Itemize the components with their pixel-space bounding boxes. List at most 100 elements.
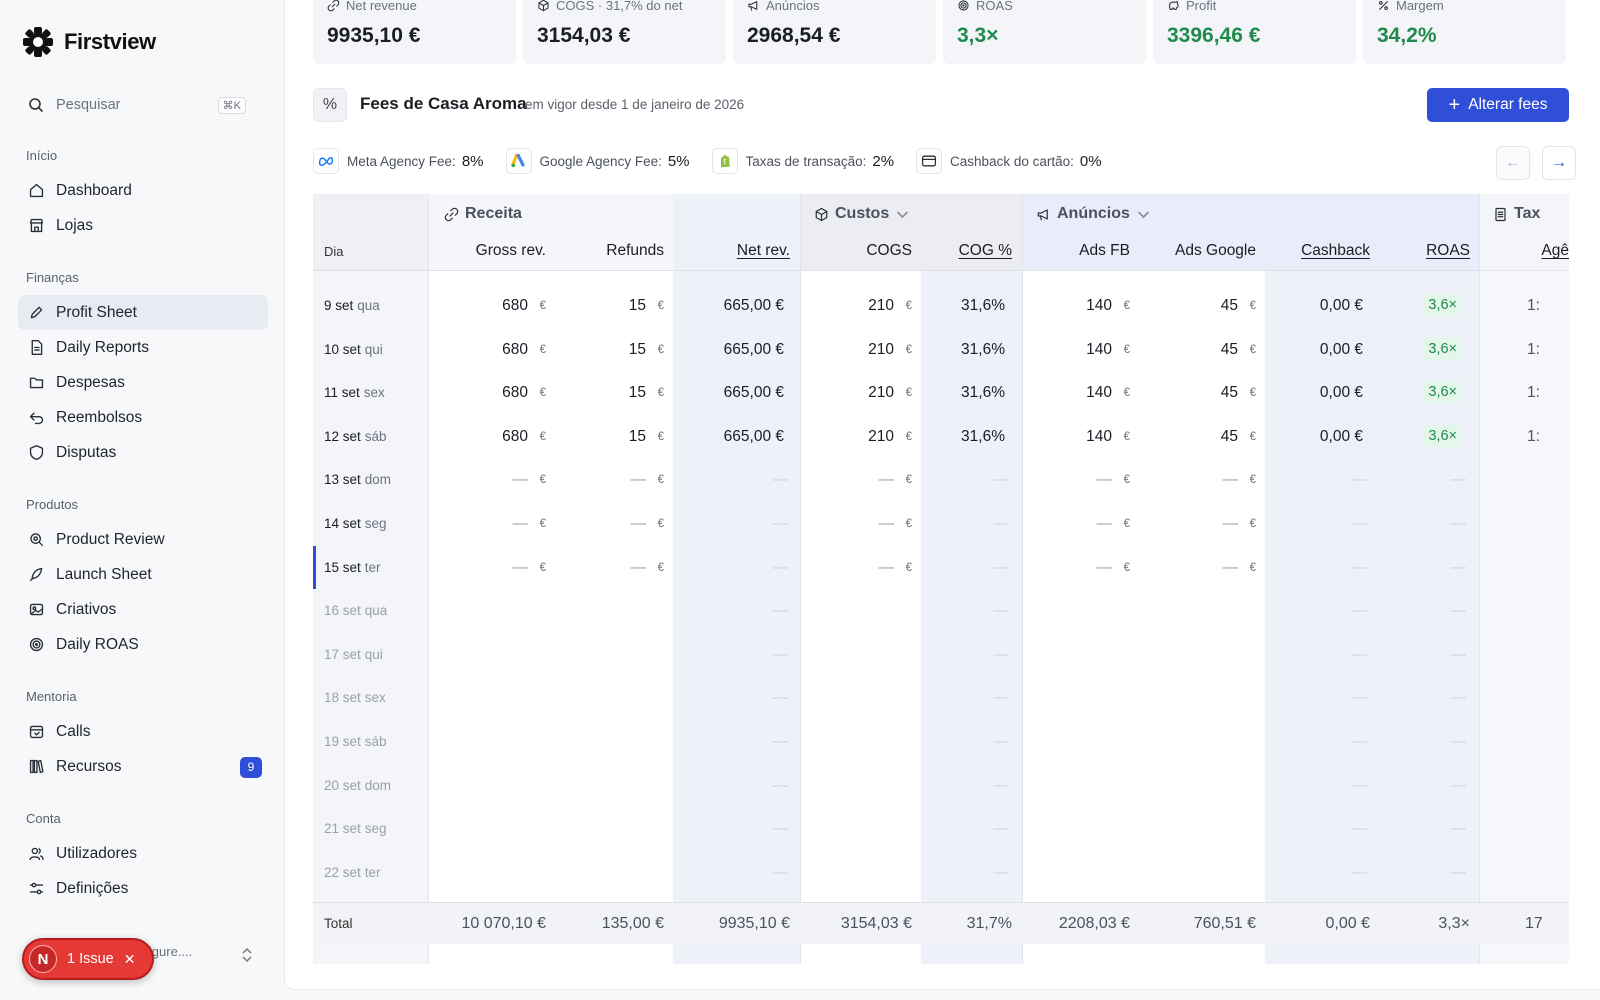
cell-value[interactable]: — [1096, 471, 1113, 489]
cell-value[interactable]: — [630, 471, 647, 489]
scroll-left-button[interactable]: ← [1496, 146, 1530, 180]
cell-value[interactable]: 140 [1086, 384, 1112, 402]
table-row[interactable]: 10 set qui 680 €15 €665,00 €210 €31,6% 140 €45 €… [313, 328, 1569, 372]
table-row[interactable]: 22 set ter — — — — [313, 851, 1569, 895]
row-date: 21 set seg [324, 821, 387, 837]
sidebar-item-dashboard[interactable]: Dashboard [18, 173, 268, 208]
column-header[interactable]: COG % [958, 242, 1012, 259]
table-row[interactable]: 12 set sáb 680 €15 €665,00 €210 €31,6% 140 €45 €… [313, 415, 1569, 459]
table-row[interactable]: 21 set seg — — — — [313, 807, 1569, 851]
table-row[interactable]: 11 set sex 680 €15 €665,00 €210 €31,6% 140 €45 €… [313, 371, 1569, 415]
table-row[interactable]: 20 set dom — — — — [313, 764, 1569, 808]
column-group-custos[interactable]: Custos [814, 205, 910, 223]
sidebar-item-launch-sheet[interactable]: Launch Sheet [18, 557, 268, 592]
cell-value[interactable]: 210 [868, 384, 894, 402]
cell-value[interactable]: 45 [1220, 297, 1238, 314]
search-input[interactable]: Pesquisar ⌘K [18, 88, 256, 122]
sidebar-item-utilizadores[interactable]: Utilizadores [18, 836, 268, 871]
cell-value[interactable]: 15 [628, 427, 646, 445]
cell-value[interactable]: — [1222, 558, 1239, 576]
cell-value[interactable]: 210 [868, 297, 894, 314]
cell-value[interactable]: 680 [502, 427, 528, 445]
total-value: 135,00 € [601, 915, 664, 932]
cell-value[interactable]: — [878, 558, 895, 576]
cell-value[interactable]: 140 [1086, 427, 1112, 445]
chevron-updown-icon[interactable] [240, 946, 254, 964]
kpi-row: Net revenue 9935,10 € COGS · 31,7% do ne… [313, 0, 1566, 64]
chevron-down-icon[interactable] [1136, 207, 1151, 222]
column-header[interactable]: Ads FB [1079, 242, 1130, 259]
issue-indicator[interactable]: N 1 Issue ✕ [22, 938, 154, 980]
sidebar-item-calls[interactable]: Calls [18, 714, 268, 749]
brand-logo[interactable]: Firstview [22, 26, 156, 58]
cell-value[interactable]: — [512, 515, 529, 532]
column-header[interactable]: COGS [866, 242, 912, 259]
cell-value[interactable]: — [1096, 515, 1113, 532]
sidebar-item-defini-es[interactable]: Definições [18, 871, 268, 906]
table-row[interactable]: 17 set qui — — — — [313, 633, 1569, 677]
sidebar-item-recursos[interactable]: Recursos 9 [18, 749, 268, 784]
column-header[interactable]: ROAS [1426, 242, 1470, 259]
cell-value[interactable]: 15 [628, 340, 646, 358]
column-header[interactable]: Net rev. [736, 242, 790, 259]
table-row[interactable]: 19 set sáb — — — — [313, 720, 1569, 764]
cell-value[interactable]: — [630, 558, 647, 576]
close-icon[interactable]: ✕ [123, 950, 136, 967]
column-group-tax[interactable]: Tax [1493, 205, 1540, 223]
alter-fees-button[interactable]: + Alterar fees [1427, 88, 1569, 122]
column-header[interactable]: Agê [1541, 242, 1569, 259]
cell-value[interactable]: — [1096, 558, 1113, 576]
fee-chips: Meta Agency Fee: 8% Google Agency Fee: 5… [313, 148, 1124, 174]
fees-header: % Fees de Casa Aroma em vigor desde 1 de… [313, 88, 1569, 122]
cell-value[interactable]: — [512, 558, 529, 576]
sidebar-item-criativos[interactable]: Criativos [18, 592, 268, 627]
cell-value[interactable]: 140 [1086, 297, 1112, 314]
table-row[interactable]: 18 set sex — — — — [313, 676, 1569, 720]
table-row[interactable]: 14 set seg — € — € — — € — — € — € — — [324, 515, 1466, 532]
cell-value: 31,6% [961, 384, 1005, 402]
table-row[interactable]: 9 set qua 680 €15 €665,00 €210 €31,6% 140 €45 €0… [313, 284, 1569, 328]
column-header[interactable]: Ads Google [1175, 242, 1256, 259]
cell-value[interactable]: 15 [628, 384, 646, 402]
kpi-value: 9935,10 € [327, 24, 421, 47]
table-row[interactable]: 13 set dom — € — € — — € — — € — € — — [324, 471, 1466, 489]
sidebar-item-product-review[interactable]: Product Review [18, 522, 268, 557]
table-row[interactable]: 15 set ter — € — € — — € — — € — € — — [324, 558, 1466, 576]
chevron-down-icon[interactable] [895, 207, 910, 222]
cell-value[interactable]: 15 [628, 297, 646, 314]
sidebar-item-disputas[interactable]: Disputas [18, 435, 268, 470]
cell-value[interactable]: — [878, 471, 895, 489]
cell-value[interactable]: 140 [1086, 340, 1112, 358]
kpi-card-net-revenue: Net revenue 9935,10 € [313, 0, 516, 64]
cell-value[interactable]: 680 [502, 384, 528, 402]
sidebar-item-reembolsos[interactable]: Reembolsos [18, 400, 268, 435]
scroll-right-button[interactable]: → [1542, 146, 1576, 180]
sliders-icon [29, 882, 44, 895]
sidebar-item-daily-roas[interactable]: Daily ROAS [18, 627, 268, 662]
cell-value[interactable]: 210 [868, 340, 894, 358]
cell-value[interactable]: 45 [1220, 340, 1238, 358]
sidebar-item-profit-sheet[interactable]: Profit Sheet [18, 295, 268, 330]
column-group-anúncios[interactable]: Anúncios [1036, 205, 1151, 223]
column-header[interactable]: Cashback [1301, 242, 1370, 259]
cell-value[interactable]: — [1222, 515, 1239, 532]
megaphone-icon [748, 1, 758, 11]
cell-value[interactable]: 45 [1220, 384, 1238, 402]
cell-value[interactable]: — [512, 471, 529, 489]
pencil-icon [30, 306, 43, 319]
cell-value[interactable]: 45 [1220, 427, 1238, 445]
table-row[interactable]: 16 set qua — — — — [313, 589, 1569, 633]
cell-value[interactable]: — [630, 515, 647, 532]
sidebar-item-lojas[interactable]: Lojas [18, 208, 268, 243]
cell-value[interactable]: 210 [868, 427, 894, 445]
cell-value: — [993, 863, 1010, 881]
column-header[interactable]: Gross rev. [475, 242, 546, 259]
cell-value[interactable]: — [878, 515, 895, 532]
column-group-receita[interactable]: Receita [444, 205, 522, 223]
column-header[interactable]: Refunds [606, 242, 664, 259]
cell-value[interactable]: — [1222, 471, 1239, 489]
cell-value[interactable]: 680 [502, 340, 528, 358]
cell-value[interactable]: 680 [502, 297, 528, 314]
sidebar-item-despesas[interactable]: Despesas [18, 365, 268, 400]
sidebar-item-daily-reports[interactable]: Daily Reports [18, 330, 268, 365]
